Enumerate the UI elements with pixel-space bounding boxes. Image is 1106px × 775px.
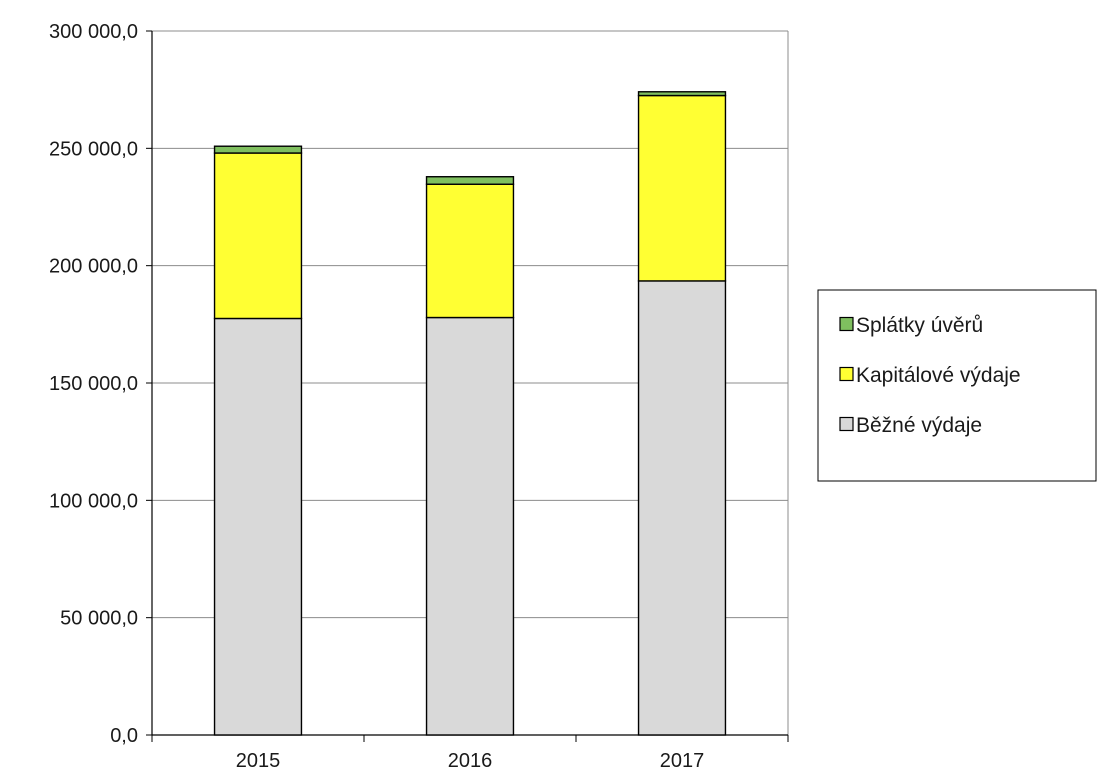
axes: 0,0 50 000,0 100 000,0 150 000,0 200 000,0 25… [49,21,789,772]
y-tick-label: 250 000,0 [49,138,138,160]
legend-swatch [839,316,854,332]
bar-segment [213,145,303,154]
legend-label: Běžné výdaje [856,414,982,437]
bar-segment [425,183,515,319]
legend-swatch [839,366,854,382]
y-tick-label: 100 000,0 [49,490,138,512]
x-tick-label: 2015 [236,750,281,772]
bar-segment [213,152,303,320]
bar-segment [425,316,515,736]
y-tick-label: 150 000,0 [49,373,138,395]
legend-box [817,289,1097,482]
y-tick-label: 50 000,0 [60,608,138,630]
bar-segment [213,317,303,736]
bar-segment [637,91,727,97]
bars [213,91,727,736]
bar-segment [637,94,727,282]
bar-segment [425,176,515,185]
x-tick-label: 2017 [660,750,705,772]
legend-label: Splátky úvěrů [856,314,983,337]
legend: Splátky úvěrů Kapitálové výdaje Běžné výda… [817,289,1097,482]
y-tick-label: 0,0 [110,725,138,747]
y-tick-label: 300 000,0 [49,21,138,43]
y-tick-label: 200 000,0 [49,256,138,278]
legend-swatch [839,416,854,432]
x-tick-label: 2016 [448,750,493,772]
bar-segment [637,280,727,736]
legend-label: Kapitálové výdaje [856,364,1021,387]
